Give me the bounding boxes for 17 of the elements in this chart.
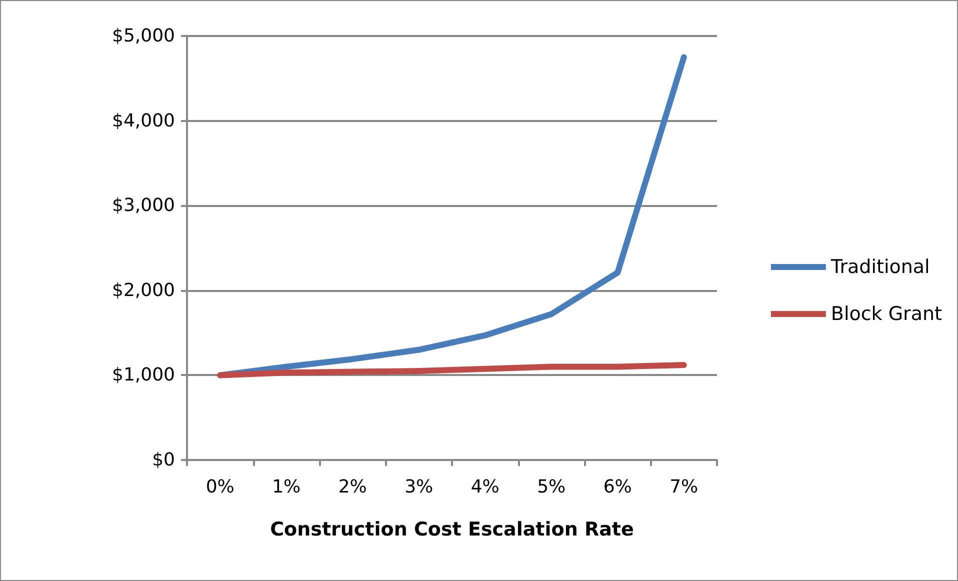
legend-label: Block Grant [830,303,942,325]
x-tick-label: 6% [603,476,632,498]
y-tick-label: $3,000 [112,195,175,216]
x-tick-label: 0% [206,476,234,498]
y-tick-label: $1,000 [112,364,175,386]
x-tick-label: 1% [272,476,301,498]
x-tick-label: 4% [470,476,500,498]
x-axis-title: Construction Cost Escalation Rate [270,518,634,540]
y-tick-label: $0 [152,450,175,470]
x-tick-label: 5% [537,476,566,498]
x-tick-label: 2% [338,476,367,498]
x-tick-label: 7% [670,476,698,498]
legend-label: Traditional [830,256,930,278]
y-tick-label: $4,000 [112,110,175,132]
y-tick-label: $2,000 [112,280,175,301]
x-tick-label: 3% [404,476,434,498]
y-tick-label: $5,000 [112,26,175,46]
